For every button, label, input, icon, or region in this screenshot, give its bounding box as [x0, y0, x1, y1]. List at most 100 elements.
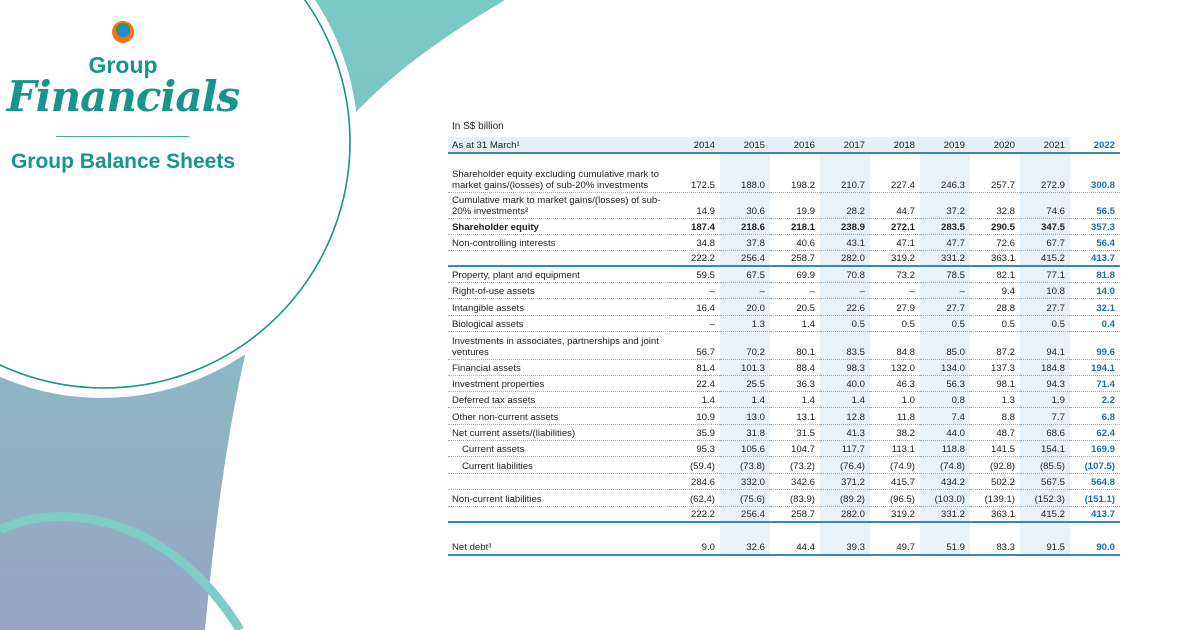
row-label: Other non-current assets [448, 407, 670, 425]
cell-value: 371.2 [820, 473, 870, 490]
table-row: Net current assets/(liabilities) 35.9 31.8… [448, 424, 1120, 441]
cell-value: 94.3 [1020, 375, 1070, 392]
table-row: Shareholder equity 187.4 218.6 218.1 238.9 27… [448, 218, 1120, 235]
cell-value: 22.6 [820, 298, 870, 316]
cell-value: 169.9 [1070, 440, 1120, 457]
cell-value: 238.9 [820, 218, 870, 235]
cell-value: 47.1 [870, 234, 920, 251]
cell-value: (73.8) [720, 456, 770, 474]
year-header: 2018 [870, 137, 920, 154]
year-header: 2021 [1020, 137, 1070, 154]
cell-value: 0.4 [1070, 315, 1120, 332]
cell-value: 44.4 [770, 522, 820, 556]
cell-value: 88.4 [770, 359, 820, 376]
lower-arc [0, 512, 244, 630]
cell-value: 8.8 [970, 407, 1020, 425]
cell-value: 32.1 [1070, 298, 1120, 316]
year-header: 2017 [820, 137, 870, 154]
cell-value: (74.9) [870, 456, 920, 474]
cell-value: 1.3 [720, 315, 770, 332]
cell-value: 94.1 [1020, 331, 1070, 360]
cell-value: 246.3 [920, 153, 970, 193]
table-row: Shareholder equity excluding cumulative … [448, 153, 1120, 193]
cell-value: (152.3) [1020, 489, 1070, 507]
row-label: Financial assets [448, 359, 670, 376]
cell-value: 90.0 [1070, 522, 1120, 556]
cell-value: (83.9) [770, 489, 820, 507]
table-row: Biological assets –1.3 1.4 0.5 0.5 0.5 0.5 0.5 0… [448, 315, 1120, 332]
cell-value: 14.0 [1070, 282, 1120, 299]
cell-value: 564.8 [1070, 473, 1120, 490]
row-label: Investments in associates, partnerships … [448, 331, 670, 360]
cell-value: 272.9 [1020, 153, 1070, 193]
cell-value: 32.6 [720, 522, 770, 556]
cell-value: (85.5) [1020, 456, 1070, 474]
cell-value: 300.8 [1070, 153, 1120, 193]
cell-value: 59.5 [670, 266, 720, 283]
unit-label: In S$ billion [452, 121, 504, 132]
cell-value: 1.4 [770, 391, 820, 408]
cell-value: (96.5) [870, 489, 920, 507]
cell-value: 218.6 [720, 218, 770, 235]
company-logo-icon [112, 21, 134, 43]
cell-value: 256.4 [720, 250, 770, 267]
cell-value: 567.5 [1020, 473, 1070, 490]
table-row: 284.6 332.0 342.6 371.2 415.7 434.2 502.2 567.5… [448, 473, 1120, 490]
header-row: As at 31 March¹ 2014 2015 2016 2017 2018 2019 2… [448, 137, 1120, 154]
cell-value: 87.2 [970, 331, 1020, 360]
cell-value: 10.8 [1020, 282, 1070, 299]
cell-value: 258.7 [770, 250, 820, 267]
cell-value: 363.1 [970, 250, 1020, 267]
cell-value: – [920, 282, 970, 299]
cell-value: 188.0 [720, 153, 770, 193]
cell-value: – [870, 282, 920, 299]
cell-value: 83.5 [820, 331, 870, 360]
cell-value: 91.5 [1020, 522, 1070, 556]
brand-line1: Group [88, 52, 158, 78]
table-row: 222.2 256.4 258.7 282.0 319.2 331.2 363.1 415.2… [448, 250, 1120, 267]
brand-line2: Financials [6, 72, 240, 121]
cell-value: 68.6 [1020, 424, 1070, 441]
cell-value: (139.1) [970, 489, 1020, 507]
row-label: Right-of-use assets [448, 282, 670, 299]
cell-value: 1.3 [970, 391, 1020, 408]
cell-value: 283.5 [920, 218, 970, 235]
cell-value: 413.7 [1070, 250, 1120, 267]
cell-value: 257.7 [970, 153, 1020, 193]
cell-value: 272.1 [870, 218, 920, 235]
row-label: Non-current liabilities [448, 489, 670, 507]
cell-value: 27.9 [870, 298, 920, 316]
cell-value: 0.5 [920, 315, 970, 332]
cell-value: 10.9 [670, 407, 720, 425]
cell-value: 28.2 [820, 192, 870, 219]
cell-value: 194.1 [1070, 359, 1120, 376]
cell-value: 347.5 [1020, 218, 1070, 235]
row-label: Shareholder equity excluding cumulative … [448, 153, 670, 193]
table-row: Intangible assets 16.4 20.0 20.5 22.6 27.9 27.… [448, 298, 1120, 316]
row-label: Shareholder equity [448, 218, 670, 235]
year-header: 2016 [770, 137, 820, 154]
cell-value: 85.0 [920, 331, 970, 360]
year-header: 2022 [1070, 137, 1120, 154]
cell-value: 14.9 [670, 192, 720, 219]
table-row: Cumulative mark to market gains/(losses)… [448, 192, 1120, 219]
cell-value: 84.8 [870, 331, 920, 360]
cell-value: 74.6 [1020, 192, 1070, 219]
cell-value: 7.7 [1020, 407, 1070, 425]
cell-value: 256.4 [720, 506, 770, 523]
cell-value: 342.6 [770, 473, 820, 490]
cell-value: 0.5 [1020, 315, 1070, 332]
cell-value: 41.3 [820, 424, 870, 441]
cell-value: 56.3 [920, 375, 970, 392]
table-row: Investment properties 22.4 25.5 36.3 40.0 46.… [448, 375, 1120, 392]
cell-value: 113.1 [870, 440, 920, 457]
row-label: Investment properties [448, 375, 670, 392]
cell-value: 34.8 [670, 234, 720, 251]
cell-value: – [720, 282, 770, 299]
cell-value: (62.4) [670, 489, 720, 507]
cell-value: 13.1 [770, 407, 820, 425]
cell-value: 319.2 [870, 250, 920, 267]
cell-value: 502.2 [970, 473, 1020, 490]
cell-value: 30.6 [720, 192, 770, 219]
